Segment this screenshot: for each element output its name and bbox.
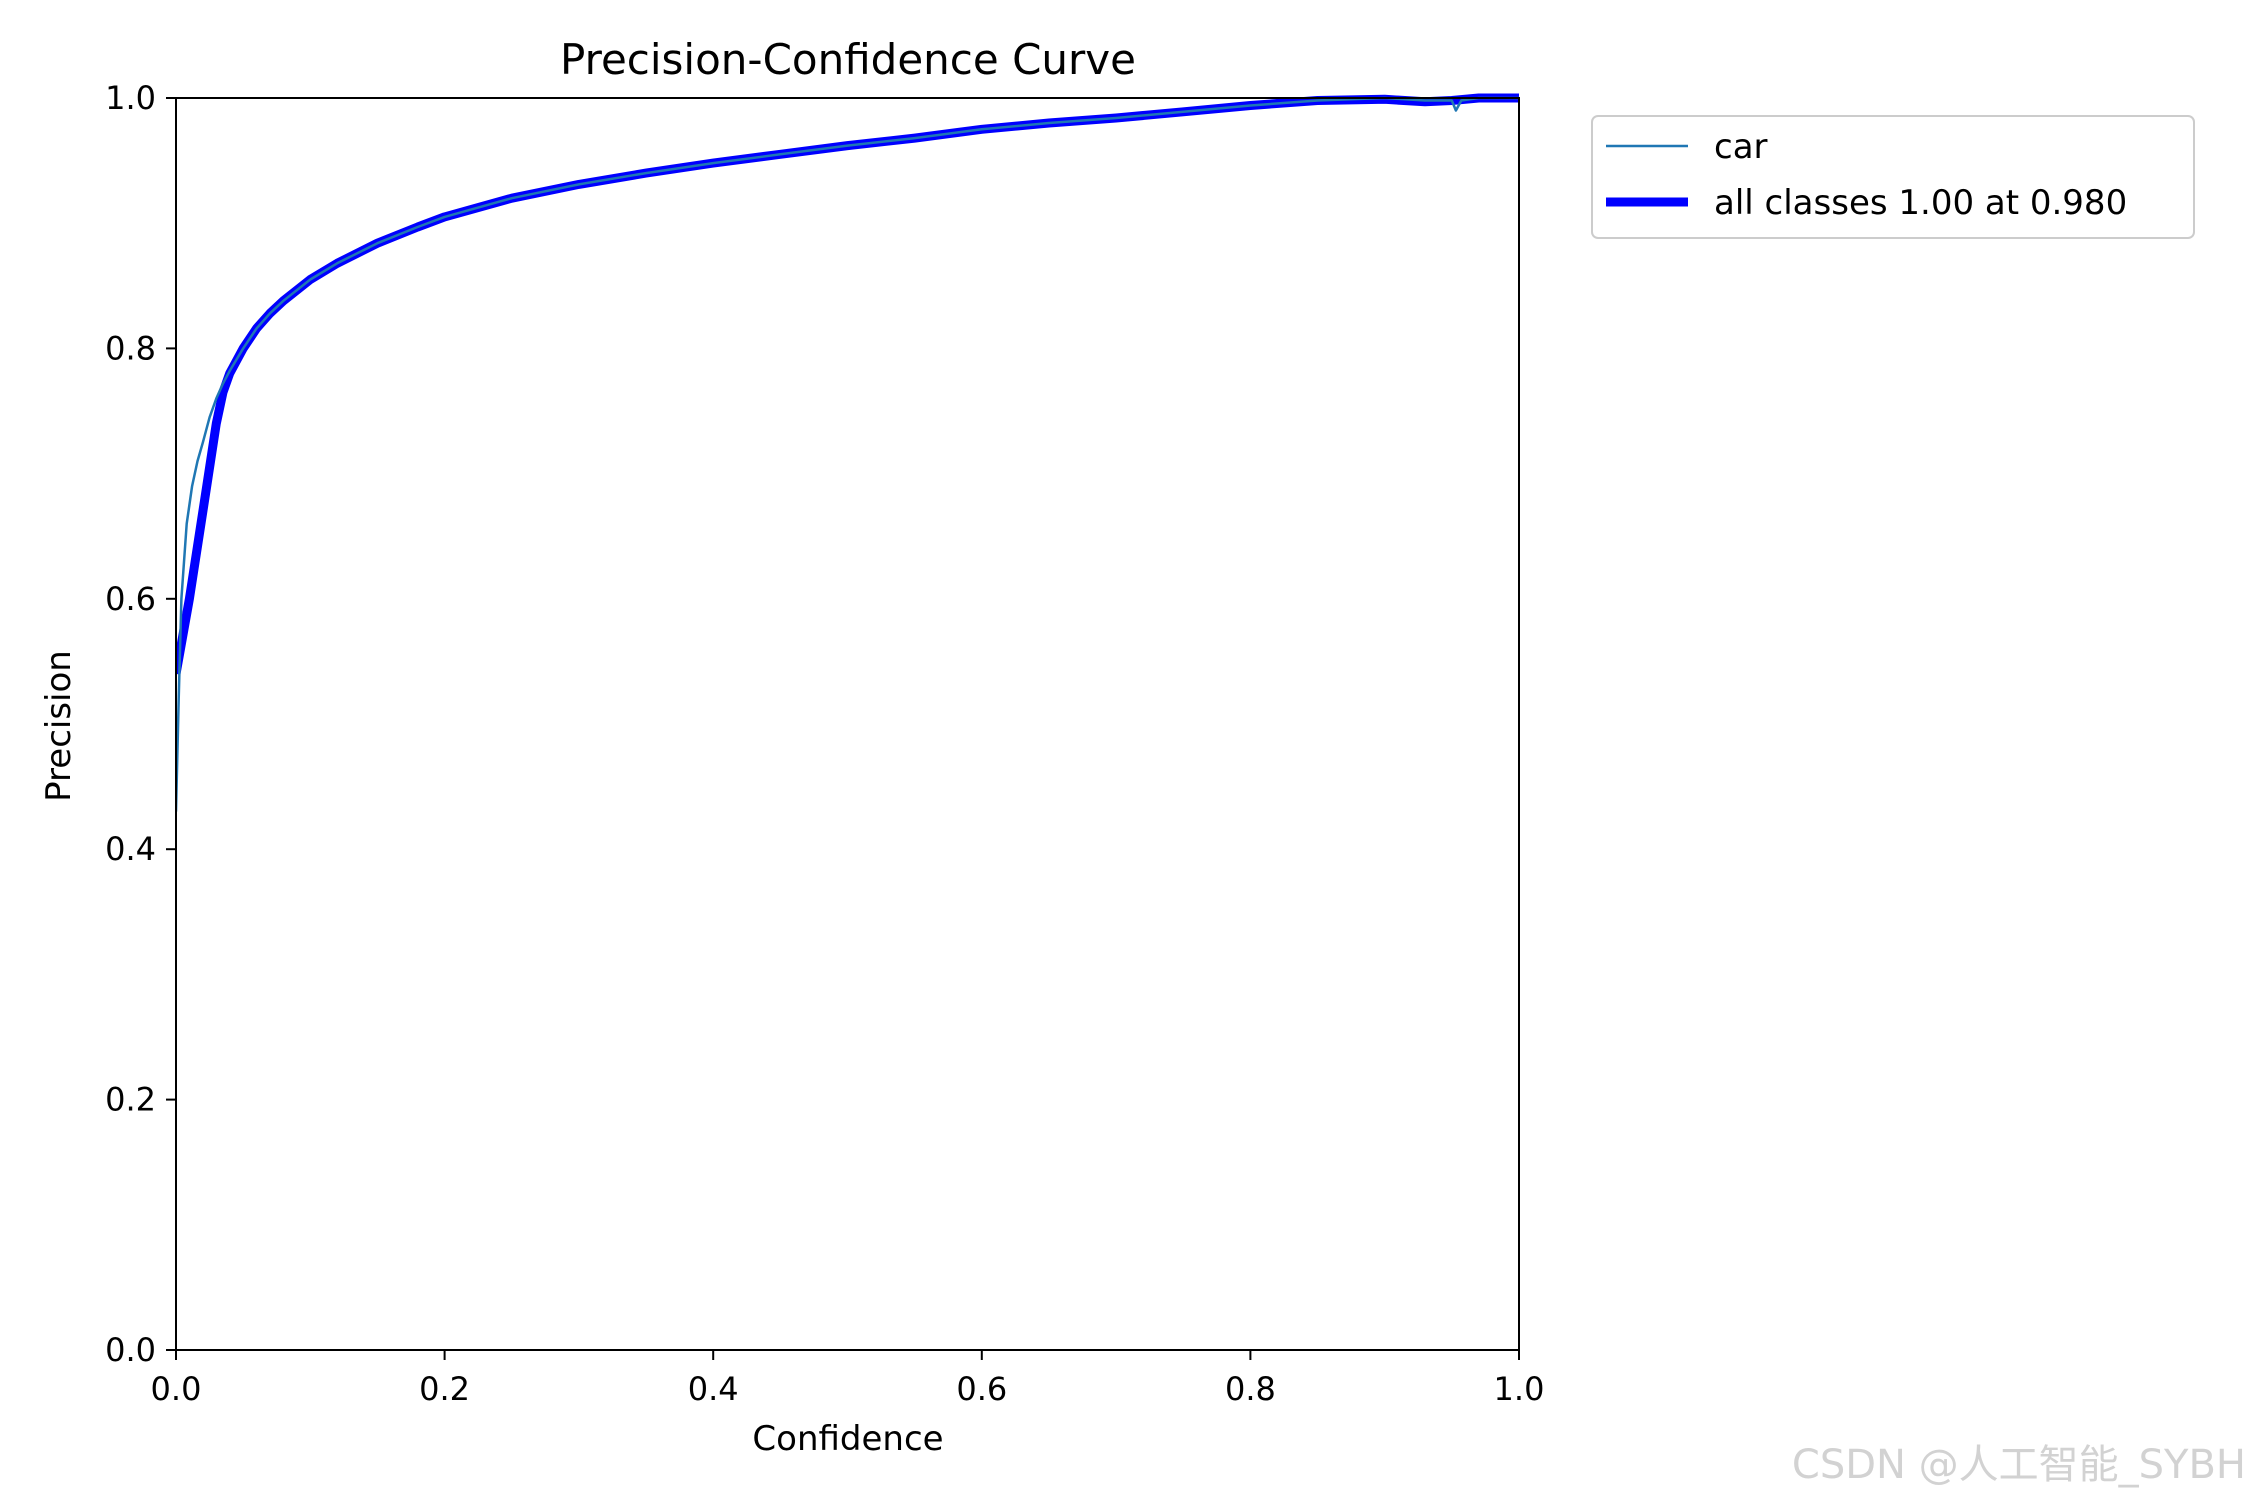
series-line-0 <box>176 96 1519 812</box>
legend: car all classes 1.00 at 0.980 <box>1591 115 2195 239</box>
chart-title: Precision-Confidence Curve <box>560 35 1136 84</box>
legend-box <box>1591 115 2195 239</box>
watermark: CSDN @人工智能_SYBH <box>1792 1442 2246 1488</box>
series-line-1 <box>176 93 1519 675</box>
legend-label-1: all classes 1.00 at 0.980 <box>1714 183 2127 223</box>
legend-label-0: car <box>1714 127 1768 167</box>
y-tick-label: 0.0 <box>105 1331 156 1369</box>
x-tick-label: 0.0 <box>151 1370 202 1408</box>
y-axis-label: Precision <box>39 650 79 802</box>
y-tick-label: 0.4 <box>105 830 156 868</box>
y-tick-label: 0.8 <box>105 329 156 367</box>
x-axis-label: Confidence <box>752 1419 943 1459</box>
x-tick-label: 0.4 <box>688 1370 739 1408</box>
y-tick-label: 1.0 <box>105 79 156 117</box>
y-tick-label: 0.2 <box>105 1081 156 1119</box>
x-tick-label: 0.2 <box>419 1370 470 1408</box>
plot-area: 0.0 0.2 0.4 0.6 0.8 1.0 0.0 0.2 0.4 0.6 0.8 1.0 <box>105 79 1544 1408</box>
x-tick-label: 0.8 <box>1225 1370 1276 1408</box>
x-tick-label: 0.6 <box>956 1370 1007 1408</box>
y-tick-label: 0.6 <box>105 580 156 618</box>
x-tick-label: 1.0 <box>1494 1370 1545 1408</box>
plot-frame <box>175 97 1520 1351</box>
